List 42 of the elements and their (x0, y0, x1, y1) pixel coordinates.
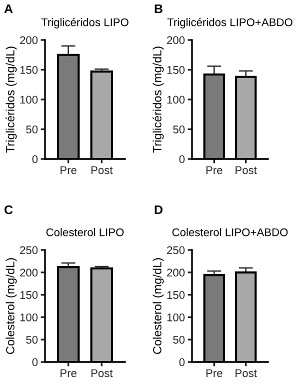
chart-title: Colesterol LIPO+ABDO (172, 228, 288, 236)
y-axis-title: Triglicéridos (mg/dL) (152, 46, 164, 153)
text: C (4, 205, 13, 214)
y-tick-label: 200 (20, 36, 38, 44)
y-tick-label: 0 (179, 358, 185, 366)
chart-title: Triglicéridos LIPO (41, 18, 128, 28)
y-tick-label: 150 (20, 291, 38, 299)
y-tick-label: 50 (173, 336, 185, 344)
y-tick-label: 200 (167, 268, 185, 277)
y-tick-label: 150 (167, 291, 185, 299)
y-tick-label: 50 (26, 126, 38, 134)
x-tick-label: Post (91, 166, 113, 174)
y-tick-label: 0 (179, 155, 185, 164)
y-tick-label: 250 (20, 246, 38, 254)
x-tick-label: Pre (60, 166, 76, 174)
chart-title: Triglicéridos LIPO+ABDO (167, 18, 292, 28)
y-tick-label: 50 (26, 336, 38, 344)
text: B (154, 4, 162, 14)
y-tick-label: 0 (32, 358, 38, 366)
y-axis-title: Triglicéridos (mg/dL) (6, 46, 17, 153)
x-tick-label: Pre (206, 166, 222, 174)
x-tick-label: Post (236, 166, 257, 174)
y-tick-label: 50 (173, 126, 185, 134)
x-tick-label: Post (91, 369, 113, 378)
x-tick-label: Pre (206, 369, 222, 378)
text: A (4, 4, 13, 14)
chart-title: Colesterol LIPO (46, 228, 124, 236)
y-tick-label: 200 (167, 36, 185, 44)
x-tick-label: Pre (60, 369, 76, 378)
y-tick-label: 150 (20, 66, 38, 74)
y-tick-label: 250 (167, 246, 185, 254)
x-tick-label: Post (236, 369, 257, 378)
y-tick-label: 100 (167, 313, 185, 322)
y-axis-title: Colesterol (mg/dL) (152, 258, 164, 354)
text: D (154, 205, 162, 214)
y-tick-label: 100 (20, 313, 38, 322)
y-tick-label: 150 (167, 66, 185, 74)
y-tick-label: 100 (20, 96, 38, 104)
y-tick-label: 200 (20, 268, 38, 277)
y-tick-label: 100 (167, 96, 185, 104)
y-axis-title: Colesterol (mg/dL) (6, 258, 17, 354)
y-tick-label: 0 (32, 155, 38, 164)
